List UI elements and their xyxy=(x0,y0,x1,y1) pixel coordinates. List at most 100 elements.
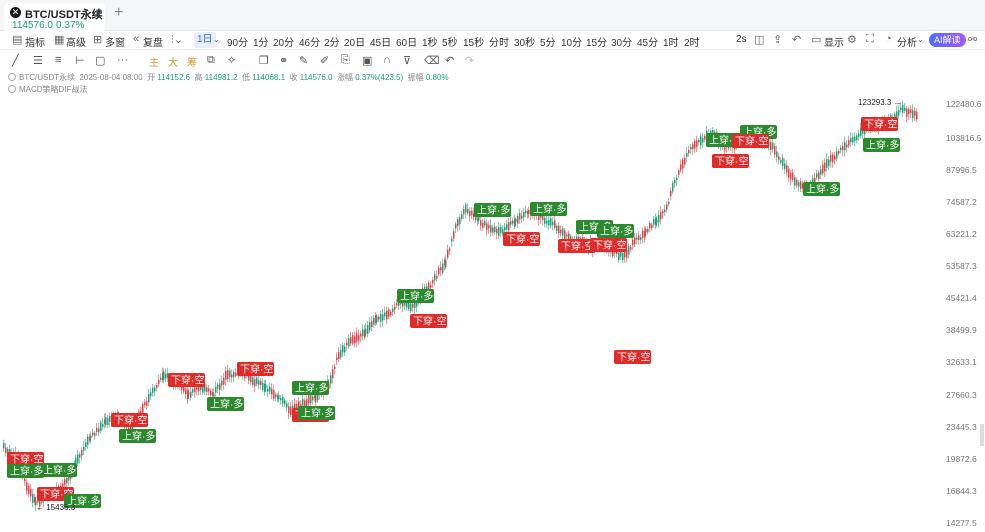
interval-2h[interactable]: 2时 xyxy=(684,38,700,49)
info-amplitude: 0.80% xyxy=(425,73,449,82)
candle-body xyxy=(300,404,302,408)
candle-body xyxy=(163,371,165,381)
interval-45min[interactable]: 45分 xyxy=(637,38,659,49)
clone-icon[interactable]: ❐ xyxy=(259,55,269,67)
candle-body xyxy=(432,279,434,284)
display-icon[interactable]: ▭ xyxy=(811,34,822,46)
interval-5s[interactable]: 5秒 xyxy=(442,38,458,49)
interval-30s[interactable]: 30秒 xyxy=(514,38,536,49)
signal-long-label: 上穿·多 xyxy=(474,203,511,217)
chevron-down-icon[interactable]: ⌄ xyxy=(213,35,220,44)
candle-body xyxy=(367,325,369,334)
interval-20d[interactable]: 20日 xyxy=(344,38,366,49)
interval-1d[interactable]: 1日 xyxy=(194,32,216,48)
candle-body xyxy=(235,372,237,376)
candle-body xyxy=(284,400,286,404)
interval-1s[interactable]: 1秒 xyxy=(422,38,438,49)
signal-text: 上穿·多 xyxy=(43,464,76,477)
interval-60d[interactable]: 60日 xyxy=(396,38,418,49)
chip-distribution-toggle[interactable]: 筹 xyxy=(187,58,197,69)
candle-body xyxy=(512,220,514,224)
link-icon[interactable]: ⚯ xyxy=(968,34,978,46)
interval-5min[interactable]: 5分 xyxy=(540,38,556,49)
magnet-icon[interactable]: ∩ xyxy=(383,54,391,66)
candle-body xyxy=(206,387,208,392)
share-icon[interactable]: ⇪ xyxy=(773,34,783,46)
candle-body xyxy=(856,135,858,141)
eye-icon[interactable] xyxy=(8,73,16,81)
advanced-button[interactable]: 高级 xyxy=(66,38,86,49)
multi-window-button[interactable]: 多窗 xyxy=(105,38,125,49)
image-icon[interactable]: ▣ xyxy=(362,55,373,67)
interval-1m[interactable]: 1分 xyxy=(253,38,269,49)
interval-15s[interactable]: 15秒 xyxy=(463,38,485,49)
interval-90m[interactable]: 90分 xyxy=(227,38,249,49)
candle-body xyxy=(477,218,479,222)
settings-icon[interactable]: ⚙ xyxy=(847,34,857,46)
interval-46m[interactable]: 46分 xyxy=(299,38,321,49)
multi-window-icon[interactable]: ⊞ xyxy=(93,34,103,46)
candle-body xyxy=(902,104,904,113)
candle-body xyxy=(440,267,442,271)
interval-45d[interactable]: 45日 xyxy=(370,38,392,49)
tab-btc-usdt[interactable]: ✕ BTC/USDT永续 114576.0 0.37% xyxy=(4,3,105,31)
advanced-icon[interactable]: ▦ xyxy=(54,34,65,46)
new-tab-icon[interactable]: + xyxy=(114,4,124,21)
interval-1h[interactable]: 1时 xyxy=(663,38,679,49)
candle-type-icon[interactable]: ⫶⌄ xyxy=(171,34,183,46)
parallel-lines-icon[interactable]: ☰ xyxy=(33,55,43,67)
signal-text: 下穿·空 xyxy=(715,155,748,168)
trash-icon[interactable]: ⌫ xyxy=(424,55,440,67)
candle-body xyxy=(288,406,290,414)
close-tab-icon[interactable]: ✕ xyxy=(10,7,21,18)
camera-icon[interactable]: ◫ xyxy=(754,34,765,46)
indicator-icon[interactable]: ▤ xyxy=(12,34,23,46)
replay-icon[interactable]: « xyxy=(133,33,140,45)
indicator-button[interactable]: 指标 xyxy=(25,38,45,49)
candle-body xyxy=(298,401,300,411)
replay-button[interactable]: 复盘 xyxy=(143,38,163,49)
more-tools-icon[interactable]: ··· xyxy=(117,54,128,66)
measure-icon[interactable]: ⟡ xyxy=(228,54,236,66)
analysis-icon[interactable]: ◔ xyxy=(885,33,892,45)
horizontal-lines-icon[interactable]: ≡ xyxy=(55,54,62,66)
brush-icon[interactable]: ✐ xyxy=(320,55,330,67)
candle-body xyxy=(898,110,900,116)
candle-body xyxy=(451,238,453,242)
copy-icon[interactable]: ⧉ xyxy=(207,54,215,66)
chevron-down-icon[interactable]: ⌄ xyxy=(917,35,924,44)
undo-icon[interactable]: ↶ xyxy=(792,34,802,46)
undo-draw-icon[interactable]: ↶ xyxy=(445,55,455,67)
indicator-name[interactable]: MACD策略DIF战法 xyxy=(19,85,88,94)
link-tool-icon[interactable]: ⚭ xyxy=(279,55,289,67)
ai-interpret-button[interactable]: AI解读 xyxy=(929,33,966,47)
interval-30min[interactable]: 30分 xyxy=(611,38,633,49)
display-button[interactable]: 显示 xyxy=(824,38,844,49)
pen-icon[interactable]: ✎ xyxy=(299,55,309,67)
main-chart-toggle[interactable]: 主 xyxy=(149,58,159,69)
large-order-toggle[interactable]: 大 xyxy=(168,58,178,69)
interval-20m[interactable]: 20分 xyxy=(273,38,295,49)
candle-body xyxy=(694,140,696,149)
candle-body xyxy=(459,217,461,225)
filter-icon[interactable]: ⊽ xyxy=(403,55,412,67)
interval-2m[interactable]: 2分 xyxy=(324,38,340,49)
interval-15min[interactable]: 15分 xyxy=(586,38,608,49)
interval-10min[interactable]: 10分 xyxy=(561,38,583,49)
analysis-button[interactable]: 分析 xyxy=(897,38,917,49)
candle-body xyxy=(688,150,690,154)
trendline-icon[interactable]: ╱ xyxy=(12,55,19,67)
eye-icon[interactable] xyxy=(8,85,16,93)
price-chart[interactable]: 下穿·空上穿·多下穿·空上穿·多上穿·多下穿·空上穿·多下穿·空上穿·多下穿·空… xyxy=(0,92,985,532)
interval-timeshare[interactable]: 分时 xyxy=(489,38,509,49)
clipboard-icon[interactable]: ⎘ xyxy=(341,54,350,66)
rectangle-icon[interactable]: ▢ xyxy=(95,55,106,67)
candle-body xyxy=(556,225,558,231)
horizontal-ray-icon[interactable]: ⊢ xyxy=(75,55,85,67)
fullscreen-icon[interactable]: ⛶ xyxy=(866,33,874,45)
refresh-interval[interactable]: 2s xyxy=(736,34,747,45)
candle-body xyxy=(252,377,254,385)
redo-draw-icon[interactable]: ↷ xyxy=(465,55,475,67)
scroll-handle[interactable] xyxy=(980,424,984,446)
candle-body xyxy=(562,228,564,236)
